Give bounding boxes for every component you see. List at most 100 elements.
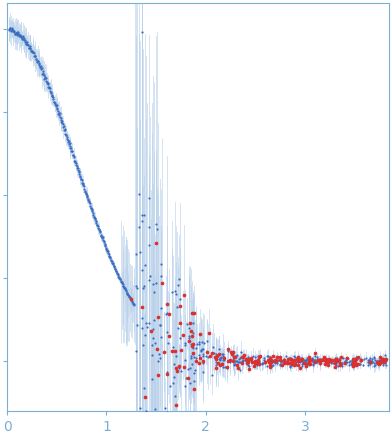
Point (151, 406, 158, 413)
Point (240, 358, 246, 365)
Point (46, 83, 52, 90)
Point (305, 357, 311, 364)
Point (49, 93, 56, 100)
Point (43, 74, 49, 81)
Point (252, 359, 258, 366)
Point (267, 361, 274, 368)
Point (63, 131, 69, 138)
Point (314, 357, 321, 364)
Point (252, 361, 258, 368)
Point (365, 358, 371, 365)
Point (109, 260, 116, 267)
Point (261, 359, 268, 366)
Point (52, 100, 58, 107)
Point (287, 354, 293, 361)
Point (207, 353, 213, 360)
Point (350, 355, 356, 362)
Point (193, 357, 200, 364)
Point (29, 48, 35, 55)
Point (33, 55, 39, 62)
Point (300, 358, 306, 365)
Point (219, 361, 225, 368)
Point (376, 358, 382, 365)
Point (380, 356, 386, 363)
Point (306, 355, 312, 362)
Point (13, 29, 19, 36)
Point (29, 49, 35, 56)
Point (141, 282, 147, 289)
Point (155, 350, 162, 357)
Point (146, 319, 152, 326)
Point (255, 356, 261, 363)
Point (322, 356, 328, 363)
Point (376, 360, 382, 367)
Point (175, 281, 181, 288)
Point (213, 361, 219, 368)
Point (380, 360, 386, 367)
Point (93, 218, 99, 225)
Point (41, 72, 47, 79)
Point (7, 24, 13, 31)
Point (217, 356, 223, 363)
Point (305, 359, 311, 366)
Point (36, 60, 42, 67)
Point (120, 283, 127, 290)
Point (355, 361, 361, 368)
Point (189, 350, 196, 357)
Point (154, 225, 160, 232)
Point (343, 357, 349, 364)
Point (169, 288, 175, 295)
Point (374, 358, 381, 365)
Point (277, 361, 283, 368)
Point (301, 357, 307, 364)
Point (348, 361, 355, 368)
Point (259, 361, 265, 368)
Point (101, 239, 107, 246)
Point (231, 361, 238, 368)
Point (215, 359, 221, 366)
Point (22, 38, 28, 45)
Point (303, 356, 309, 363)
Point (103, 245, 109, 252)
Point (243, 356, 250, 363)
Point (181, 342, 188, 349)
Point (269, 362, 275, 369)
Point (163, 311, 169, 318)
Point (89, 208, 96, 215)
Point (78, 175, 84, 182)
Point (60, 121, 66, 128)
Point (346, 359, 352, 366)
Point (173, 304, 180, 311)
Point (367, 361, 374, 368)
Point (56, 110, 63, 117)
Point (139, 325, 145, 332)
Point (76, 170, 83, 177)
Point (143, 407, 149, 414)
Point (357, 357, 363, 364)
Point (256, 354, 263, 361)
Point (380, 356, 386, 363)
Point (354, 354, 361, 361)
Point (105, 250, 112, 257)
Point (186, 333, 192, 340)
Point (257, 353, 263, 360)
Point (16, 31, 22, 38)
Point (181, 356, 188, 363)
Point (172, 287, 178, 294)
Point (131, 301, 137, 308)
Point (325, 356, 332, 363)
Point (126, 293, 132, 300)
Point (306, 357, 312, 364)
Point (85, 196, 91, 203)
Point (155, 357, 162, 364)
Point (298, 361, 305, 368)
Point (246, 365, 252, 372)
Point (278, 357, 284, 364)
Point (287, 355, 293, 362)
Point (75, 169, 82, 176)
Point (124, 291, 131, 298)
Point (84, 193, 90, 200)
Point (234, 351, 240, 358)
Point (310, 359, 316, 366)
Point (382, 352, 388, 359)
